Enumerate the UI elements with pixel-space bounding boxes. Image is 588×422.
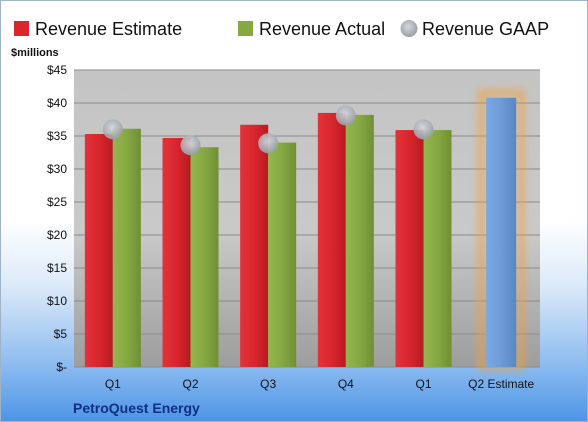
bar-revenue-estimate (317, 112, 346, 368)
y-tick-label: $45 (47, 63, 67, 77)
y-tick-label: $10 (47, 294, 67, 308)
y-tick-label: $40 (47, 96, 67, 110)
y-tick-label: $15 (47, 261, 67, 275)
bar-revenue-actual (423, 130, 452, 367)
legend-label: Revenue GAAP (422, 19, 549, 39)
chart-legend: Revenue Estimate Revenue Actual Revenue GA… (14, 19, 549, 39)
x-axis-ticks: Q1 Q2 Q3 Q4 Q1 Q2 Estimate (105, 377, 535, 391)
bars (84, 89, 525, 370)
x-tick-label: Q2 (182, 377, 198, 391)
y-axis-ticks: $- $5 $10 $15 $20 $25 $30 $35 $40 $45 (47, 63, 67, 374)
x-tick-label: Q2 Estimate (468, 377, 534, 391)
y-axis-unit-label: $millions (11, 47, 59, 59)
marker-revenue-gaap (180, 135, 201, 156)
bar-revenue-actual (268, 142, 297, 367)
legend-label: Revenue Estimate (35, 19, 182, 39)
x-tick-label: Q4 (338, 377, 354, 391)
gridlines (74, 69, 540, 368)
bar-revenue-estimate (162, 137, 191, 367)
marker-revenue-gaap (413, 119, 434, 140)
bar-q2-estimate (486, 97, 517, 367)
x-tick-label: Q1 (105, 377, 121, 391)
plot-area (74, 70, 540, 367)
marker-revenue-gaap (102, 119, 123, 140)
gaap-markers (102, 105, 434, 156)
marker-revenue-gaap (335, 105, 356, 126)
bar-revenue-actual (190, 147, 219, 367)
y-tick-label: $35 (47, 129, 67, 143)
bar-revenue-estimate (240, 124, 269, 367)
y-tick-label: $5 (54, 327, 68, 341)
y-tick-label: $25 (47, 195, 67, 209)
y-tick-label: $20 (47, 228, 67, 242)
y-tick-label: $30 (47, 162, 67, 176)
bar-revenue-estimate (84, 134, 113, 367)
legend-swatch (238, 21, 253, 36)
legend-label: Revenue Actual (259, 19, 385, 39)
legend-swatch (14, 21, 29, 36)
legend-swatch (400, 20, 418, 37)
company-name: PetroQuest Energy (73, 400, 200, 416)
marker-revenue-gaap (258, 133, 279, 154)
x-tick-label: Q3 (260, 377, 276, 391)
bar-revenue-actual (112, 128, 141, 367)
x-tick-label: Q1 (415, 377, 431, 391)
bar-revenue-actual (345, 114, 374, 367)
bar-revenue-estimate (395, 130, 424, 367)
y-tick-label: $- (56, 360, 67, 374)
